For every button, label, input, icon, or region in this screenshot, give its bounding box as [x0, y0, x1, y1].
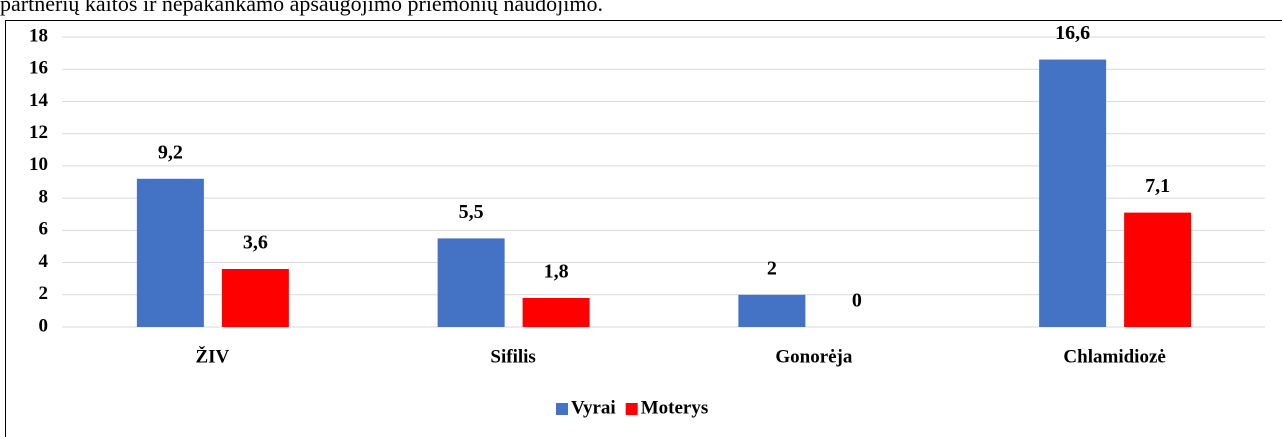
bar	[522, 298, 590, 327]
y-tick-label: 0	[39, 315, 49, 336]
y-tick-label: 6	[39, 219, 49, 240]
y-tick-label: 12	[29, 122, 48, 143]
bar	[738, 294, 806, 327]
legend-label: Moterys	[641, 397, 709, 418]
value-label: 9,2	[158, 141, 183, 163]
value-label: 7,1	[1145, 175, 1170, 197]
legend-label: Vyrai	[571, 397, 616, 418]
x-tick-label: ŽIV	[195, 345, 229, 367]
value-label: 3,6	[243, 232, 268, 254]
legend-swatch	[556, 403, 568, 415]
y-tick-label: 8	[39, 186, 49, 207]
value-label: 5,5	[459, 201, 484, 223]
y-tick-label: 2	[39, 283, 49, 304]
bar	[136, 178, 204, 327]
x-tick-label: Chlamidiozė	[1063, 346, 1165, 367]
value-label: 0	[852, 290, 862, 312]
y-tick-label: 4	[39, 251, 49, 272]
y-tick-label: 18	[29, 25, 48, 46]
bar	[437, 238, 505, 327]
bar	[1124, 212, 1192, 327]
bar	[221, 269, 289, 327]
y-tick-label: 10	[29, 154, 48, 175]
y-tick-label: 16	[29, 58, 48, 79]
legend-swatch	[625, 403, 638, 415]
value-label: 16,6	[1055, 22, 1090, 44]
x-tick-label: Sifilis	[490, 346, 535, 367]
caption: partnerių kaitos ir nepakankamo apsaugoj…	[0, 0, 603, 16]
value-label: 1,8	[544, 261, 569, 283]
x-tick-label: Gonorėja	[775, 346, 853, 367]
bar	[1039, 59, 1107, 328]
chart-frame	[5, 20, 1282, 437]
value-label: 2	[767, 257, 777, 279]
y-tick-label: 14	[29, 90, 49, 111]
